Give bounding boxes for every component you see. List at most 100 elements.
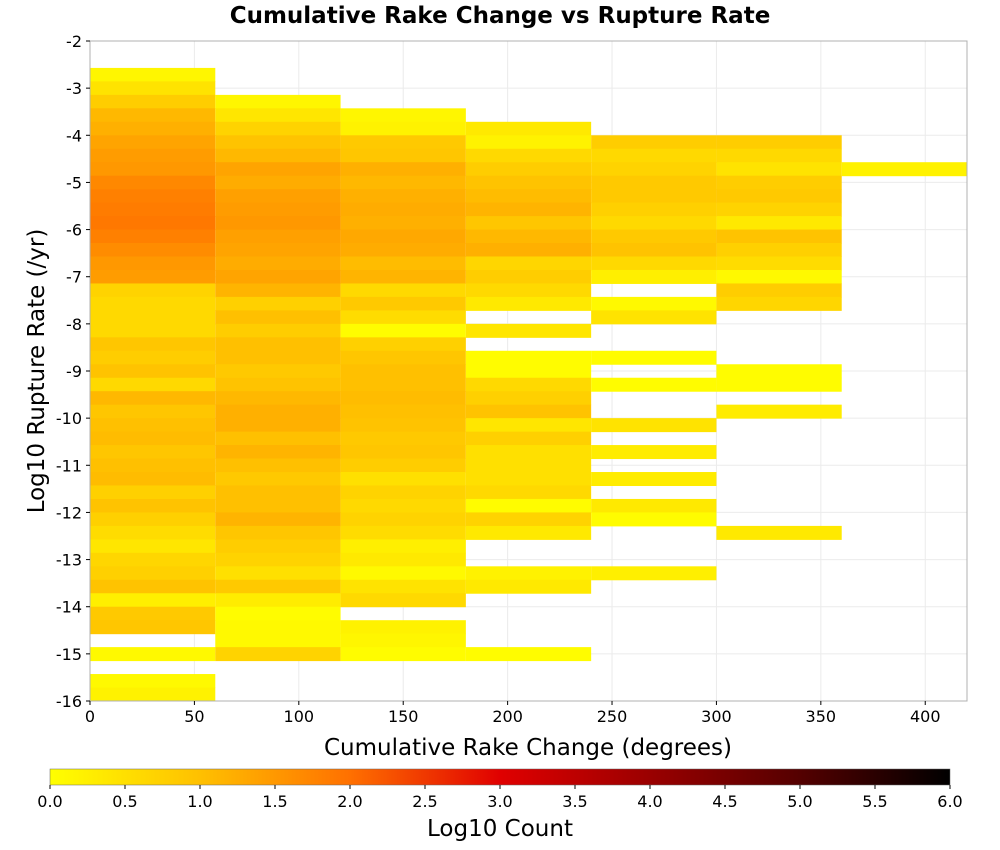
heatmap-cell bbox=[90, 121, 216, 136]
heatmap-cell bbox=[340, 539, 466, 554]
heatmap-cell bbox=[591, 135, 717, 150]
heatmap-cell bbox=[716, 283, 842, 298]
heatmap-cell bbox=[591, 296, 717, 311]
heatmap-cell bbox=[716, 216, 842, 231]
heatmap-cell bbox=[591, 148, 717, 163]
heatmap-cell bbox=[340, 485, 466, 500]
heatmap-cell bbox=[465, 525, 592, 540]
heatmap-cell bbox=[215, 121, 341, 136]
heatmap-cell bbox=[90, 350, 216, 365]
heatmap-cell bbox=[716, 296, 842, 311]
heatmap-cell bbox=[340, 229, 466, 244]
x-tick-label: 50 bbox=[184, 707, 204, 726]
heatmap-cell bbox=[90, 337, 216, 352]
heatmap-cell bbox=[90, 310, 216, 325]
heatmap-cell bbox=[215, 418, 341, 433]
heatmap-cell bbox=[465, 391, 592, 406]
heatmap-cell bbox=[465, 121, 592, 136]
heatmap-cell bbox=[215, 485, 341, 500]
heatmap-cell bbox=[591, 566, 717, 581]
heatmap-cell bbox=[90, 67, 216, 82]
heatmap-cell bbox=[90, 94, 216, 109]
heatmap-cell bbox=[215, 94, 341, 109]
heatmap-cell bbox=[215, 512, 341, 527]
heatmap-cell bbox=[465, 647, 592, 662]
colorbar-tick-label: 4.5 bbox=[712, 792, 737, 811]
heatmap-cell bbox=[215, 216, 341, 231]
heatmap-cell bbox=[215, 148, 341, 163]
heatmap-cell bbox=[340, 498, 466, 513]
heatmap-cell bbox=[465, 323, 592, 338]
colorbar-label: Log10 Count bbox=[427, 816, 573, 842]
y-tick-label: -6 bbox=[66, 221, 82, 240]
y-axis-ticks: -2 -3 -4 -5 -6 -7 -8 -9 -10 -11 -12 -13 -14 -15 -16 bbox=[56, 32, 90, 711]
colorbar-tick-label: 2.5 bbox=[412, 792, 437, 811]
heatmap-cell bbox=[215, 135, 341, 150]
colorbar-tick-label: 3.0 bbox=[487, 792, 512, 811]
heatmap-cell bbox=[90, 539, 216, 554]
heatmap-cell bbox=[215, 458, 341, 473]
y-tick-label: -12 bbox=[56, 503, 82, 522]
heatmap-cell bbox=[215, 189, 341, 204]
heatmap-cell bbox=[465, 579, 592, 594]
heatmap-cell bbox=[465, 364, 592, 379]
heatmap-cell bbox=[90, 418, 216, 433]
heatmap-cell bbox=[716, 269, 842, 284]
heatmap-cell bbox=[90, 135, 216, 150]
heatmap-cell bbox=[340, 162, 466, 177]
heatmap-cell bbox=[716, 189, 842, 204]
heatmap-cell bbox=[716, 202, 842, 217]
heatmap-cell bbox=[591, 269, 717, 284]
colorbar-tick-label: 5.5 bbox=[862, 792, 887, 811]
heatmap-cell bbox=[90, 579, 216, 594]
heatmap-cell bbox=[465, 512, 592, 527]
heatmap-cell bbox=[215, 431, 341, 446]
heatmap-cell bbox=[215, 377, 341, 392]
heatmap-cell bbox=[215, 323, 341, 338]
heatmap-cell bbox=[465, 566, 592, 581]
y-tick-label: -15 bbox=[56, 645, 82, 664]
heatmap-cell bbox=[215, 364, 341, 379]
heatmap-cell bbox=[716, 256, 842, 271]
heatmap-cell bbox=[591, 512, 717, 527]
heatmap-cell bbox=[591, 202, 717, 217]
heatmap-cell bbox=[90, 404, 216, 419]
colorbar-tick-label: 4.0 bbox=[637, 792, 662, 811]
heatmap-cell bbox=[90, 323, 216, 338]
heatmap-cell bbox=[215, 175, 341, 190]
y-tick-label: -7 bbox=[66, 268, 82, 287]
y-tick-label: -4 bbox=[66, 126, 82, 145]
heatmap-cell bbox=[716, 377, 842, 392]
heatmap-cell bbox=[465, 498, 592, 513]
x-tick-label: 100 bbox=[284, 707, 315, 726]
heatmap-cell bbox=[215, 108, 341, 123]
heatmap-cell bbox=[716, 148, 842, 163]
x-tick-label: 400 bbox=[910, 707, 941, 726]
heatmap-cell bbox=[340, 269, 466, 284]
heatmap-cell bbox=[90, 189, 216, 204]
heatmap-cell bbox=[465, 472, 592, 487]
heatmap-cell bbox=[340, 445, 466, 460]
heatmap-cell bbox=[340, 175, 466, 190]
heatmap-cell bbox=[340, 296, 466, 311]
y-axis-label: Log10 Rupture Rate (/yr) bbox=[24, 229, 50, 514]
y-tick-label: -14 bbox=[56, 598, 82, 617]
heatmap-cell bbox=[716, 135, 842, 150]
heatmap-cell bbox=[90, 175, 216, 190]
heatmap-cell bbox=[215, 593, 341, 608]
heatmap-cell bbox=[215, 525, 341, 540]
heatmap-cell bbox=[716, 243, 842, 258]
heatmap-cell bbox=[215, 269, 341, 284]
y-tick-label: -11 bbox=[56, 456, 82, 475]
heatmap-cell bbox=[90, 243, 216, 258]
heatmap-cell bbox=[465, 431, 592, 446]
heatmap-cell bbox=[340, 350, 466, 365]
heatmap-cell bbox=[90, 647, 216, 662]
heatmap-cell bbox=[591, 472, 717, 487]
heatmap-cell bbox=[90, 431, 216, 446]
colorbar bbox=[49, 768, 951, 786]
heatmap-cell bbox=[591, 310, 717, 325]
heatmap-cell bbox=[591, 445, 717, 460]
heatmap-cell bbox=[465, 216, 592, 231]
